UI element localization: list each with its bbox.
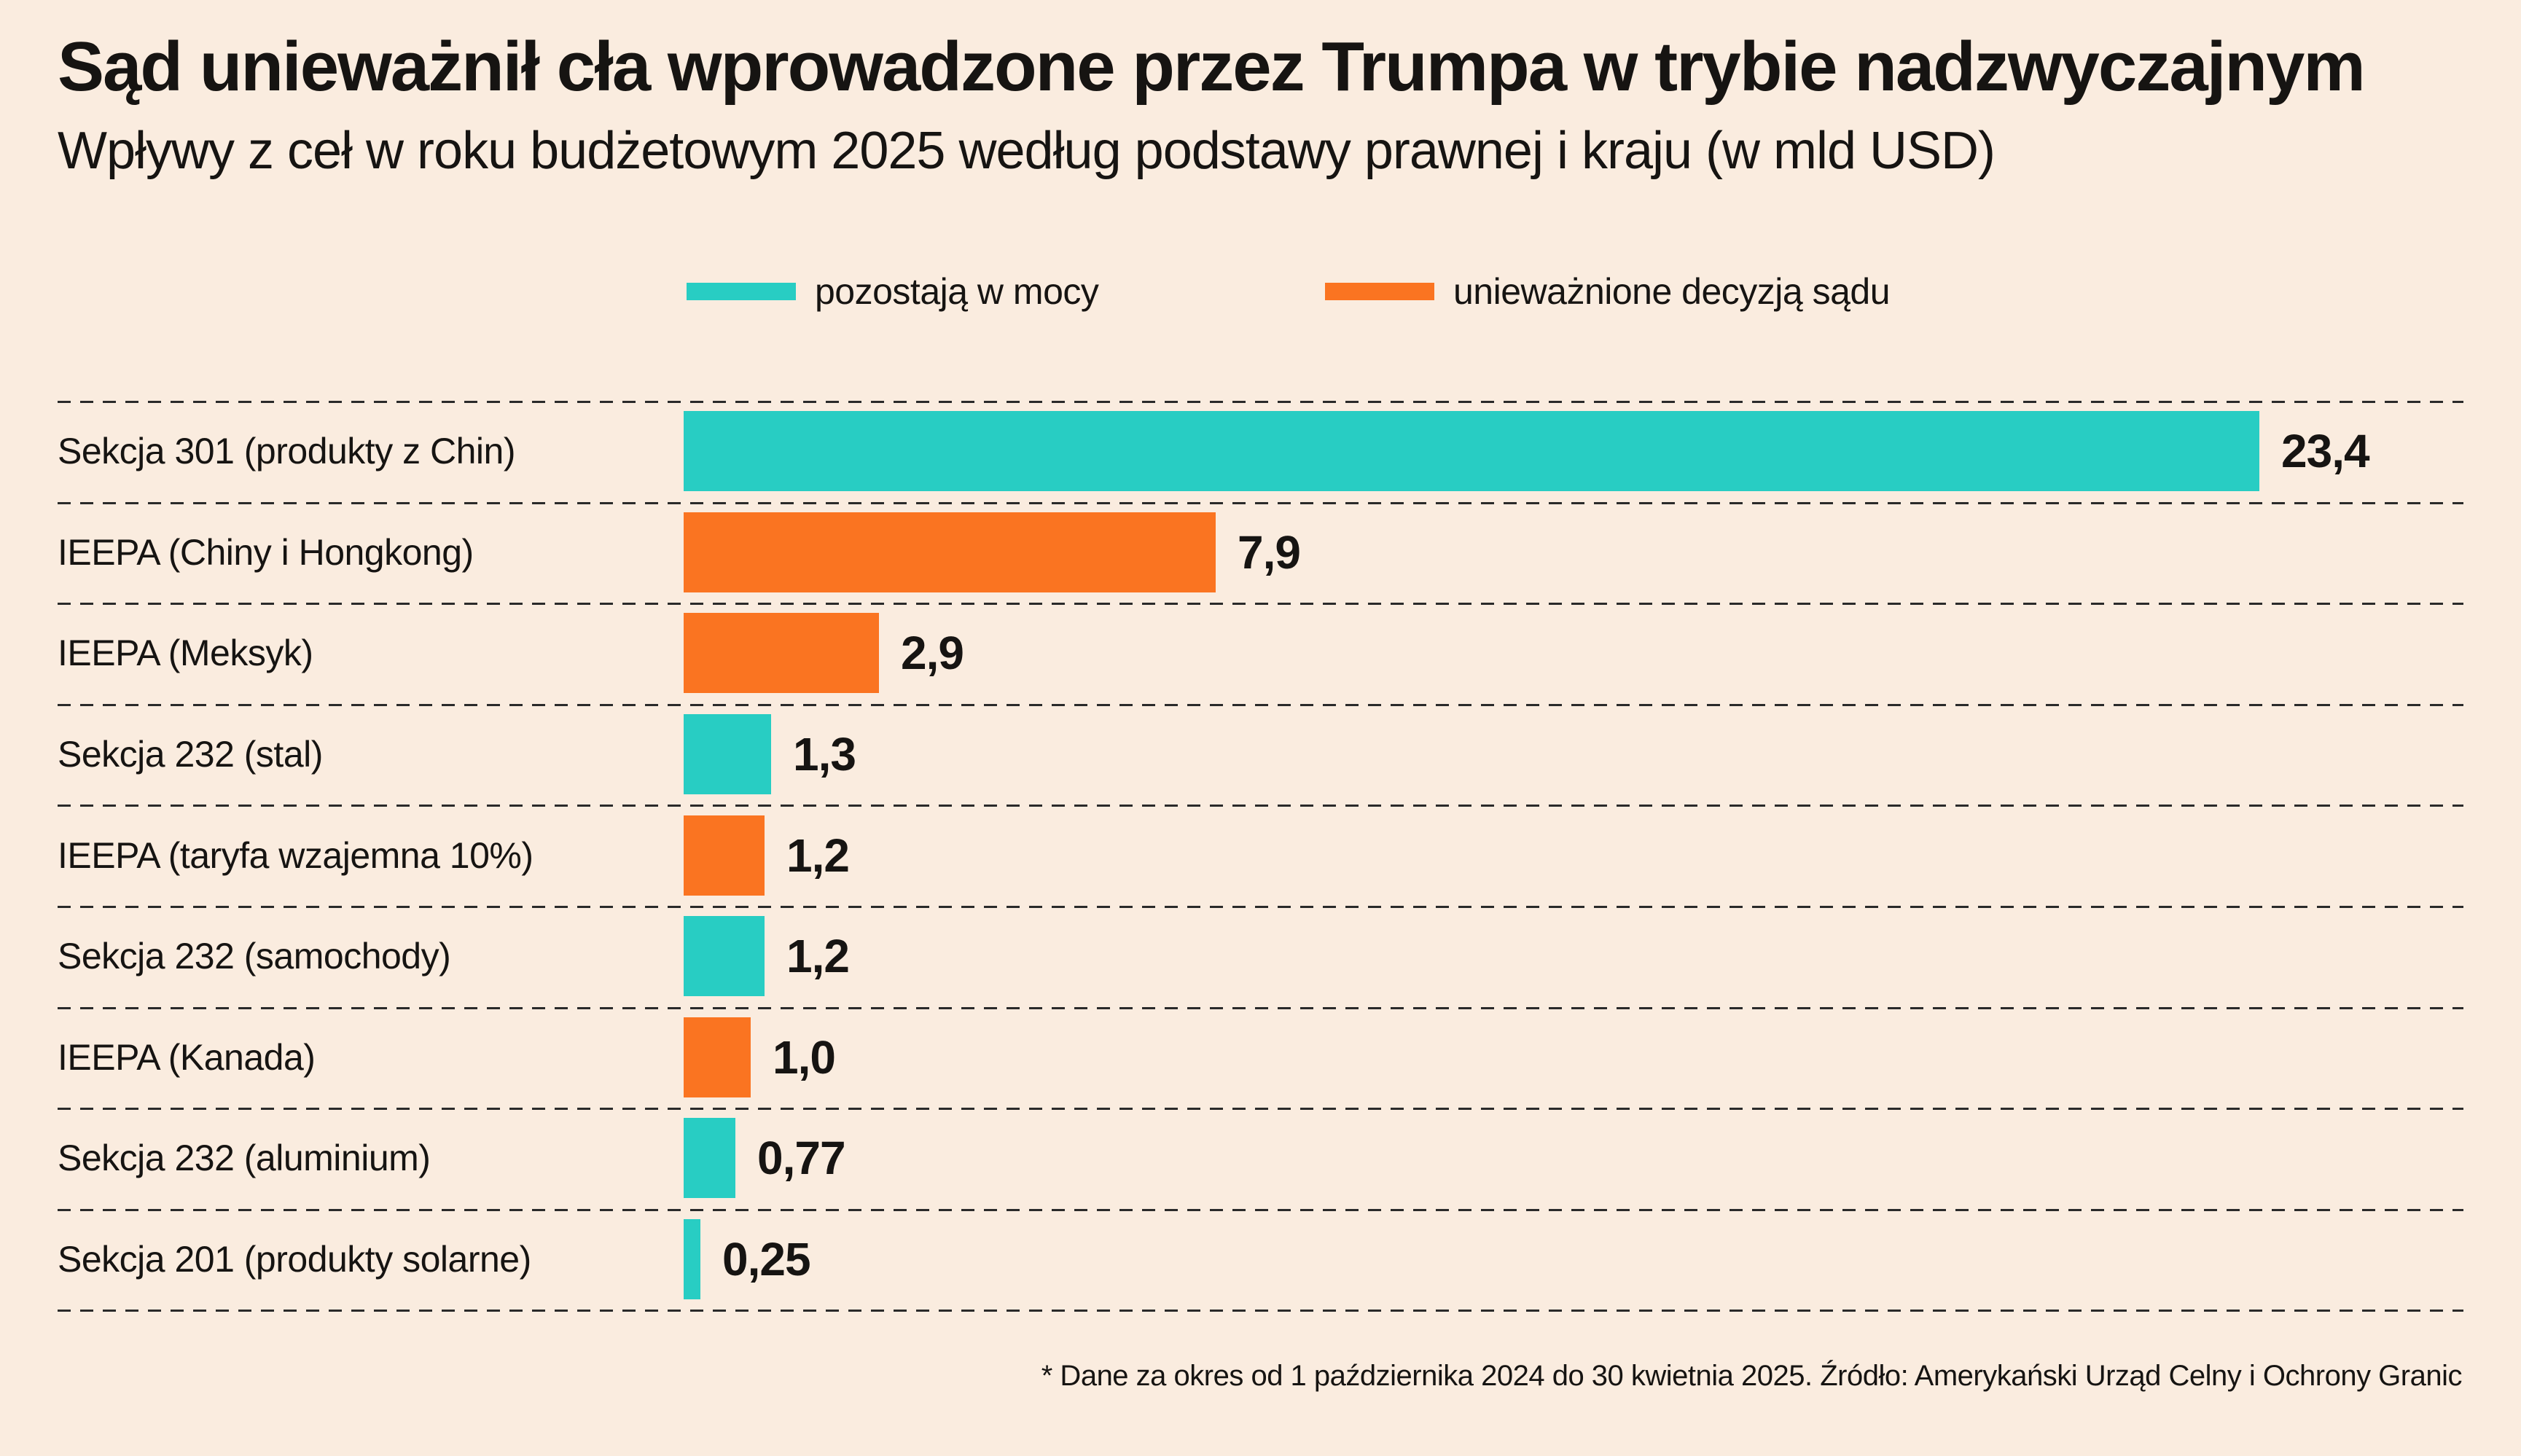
chart-footer: * Dane za okres od 1 października 2024 d… <box>1041 1360 2463 1393</box>
chart-header: Sąd unieważnił cła wprowadzone przez Tru… <box>58 28 2485 180</box>
bar <box>684 916 765 997</box>
chart-row: IEEPA (Kanada) 1,0 <box>58 1006 2463 1108</box>
value-label: 0,77 <box>757 1132 846 1185</box>
category-label: IEEPA (Chiny i Hongkong) <box>58 531 474 573</box>
value-label: 1,2 <box>786 829 850 882</box>
chart-row: IEEPA (taryfa wzajemna 10%) 1,2 <box>58 805 2463 906</box>
chart-legend: pozostają w mocy unieważnione decyzją są… <box>0 268 2521 315</box>
row-separator <box>58 1310 2463 1312</box>
chart-row: IEEPA (Meksyk) 2,9 <box>58 603 2463 704</box>
category-label: IEEPA (taryfa wzajemna 10%) <box>58 834 533 876</box>
chart-row: Sekcja 232 (stal) 1,3 <box>58 703 2463 805</box>
legend-swatch-annulled <box>1325 283 1434 300</box>
bar <box>684 1219 700 1300</box>
chart-row: Sekcja 201 (produkty solarne) 0,25 <box>58 1208 2463 1310</box>
bar <box>684 1017 751 1097</box>
category-label: IEEPA (Kanada) <box>58 1036 316 1078</box>
value-label: 1,0 <box>773 1030 836 1084</box>
row-separator <box>58 401 2463 403</box>
chart-row: Sekcja 232 (aluminium) 0,77 <box>58 1108 2463 1209</box>
bar <box>684 1118 735 1199</box>
row-separator <box>58 703 2463 706</box>
legend-item-in-force: pozostają w mocy <box>687 268 1099 315</box>
legend-item-annulled: unieważnione decyzją sądu <box>1325 268 1891 315</box>
row-separator <box>58 1208 2463 1211</box>
page-subtitle: Wpływy z ceł w roku budżetowym 2025 wedł… <box>58 121 1996 180</box>
bar <box>684 512 1216 592</box>
row-separator <box>58 805 2463 807</box>
bar <box>684 411 2259 492</box>
row-separator <box>58 905 2463 908</box>
value-label: 7,9 <box>1238 525 1301 579</box>
bar-chart: Sekcja 301 (produkty z Chin) 23,4 IEEPA … <box>58 401 2463 1312</box>
value-label: 0,25 <box>722 1233 811 1286</box>
source-note: * Dane za okres od 1 października 2024 d… <box>1041 1360 2463 1392</box>
value-label: 1,3 <box>793 728 856 781</box>
legend-swatch-in-force <box>687 283 796 300</box>
category-label: Sekcja 232 (stal) <box>58 734 323 775</box>
row-separator <box>58 1108 2463 1111</box>
legend-label-annulled: unieważnione decyzją sądu <box>1453 271 1891 312</box>
page-title: Sąd unieważnił cła wprowadzone przez Tru… <box>58 28 2366 106</box>
chart-row: Sekcja 301 (produkty z Chin) 23,4 <box>58 401 2463 502</box>
category-label: IEEPA (Meksyk) <box>58 633 313 674</box>
row-separator <box>58 1006 2463 1009</box>
value-label: 2,9 <box>901 627 964 680</box>
category-label: Sekcja 301 (produkty z Chin) <box>58 431 515 472</box>
category-label: Sekcja 232 (samochody) <box>58 936 451 977</box>
bar <box>684 613 879 694</box>
row-separator <box>58 603 2463 606</box>
chart-row: IEEPA (Chiny i Hongkong) 7,9 <box>58 501 2463 603</box>
value-label: 1,2 <box>786 930 850 983</box>
category-label: Sekcja 232 (aluminium) <box>58 1138 431 1179</box>
bar <box>684 815 765 896</box>
row-separator <box>58 501 2463 504</box>
chart-row: Sekcja 232 (samochody) 1,2 <box>58 905 2463 1007</box>
bar <box>684 714 771 795</box>
category-label: Sekcja 201 (produkty solarne) <box>58 1239 531 1280</box>
legend-label-in-force: pozostają w mocy <box>815 271 1099 312</box>
value-label: 23,4 <box>2281 425 2370 478</box>
